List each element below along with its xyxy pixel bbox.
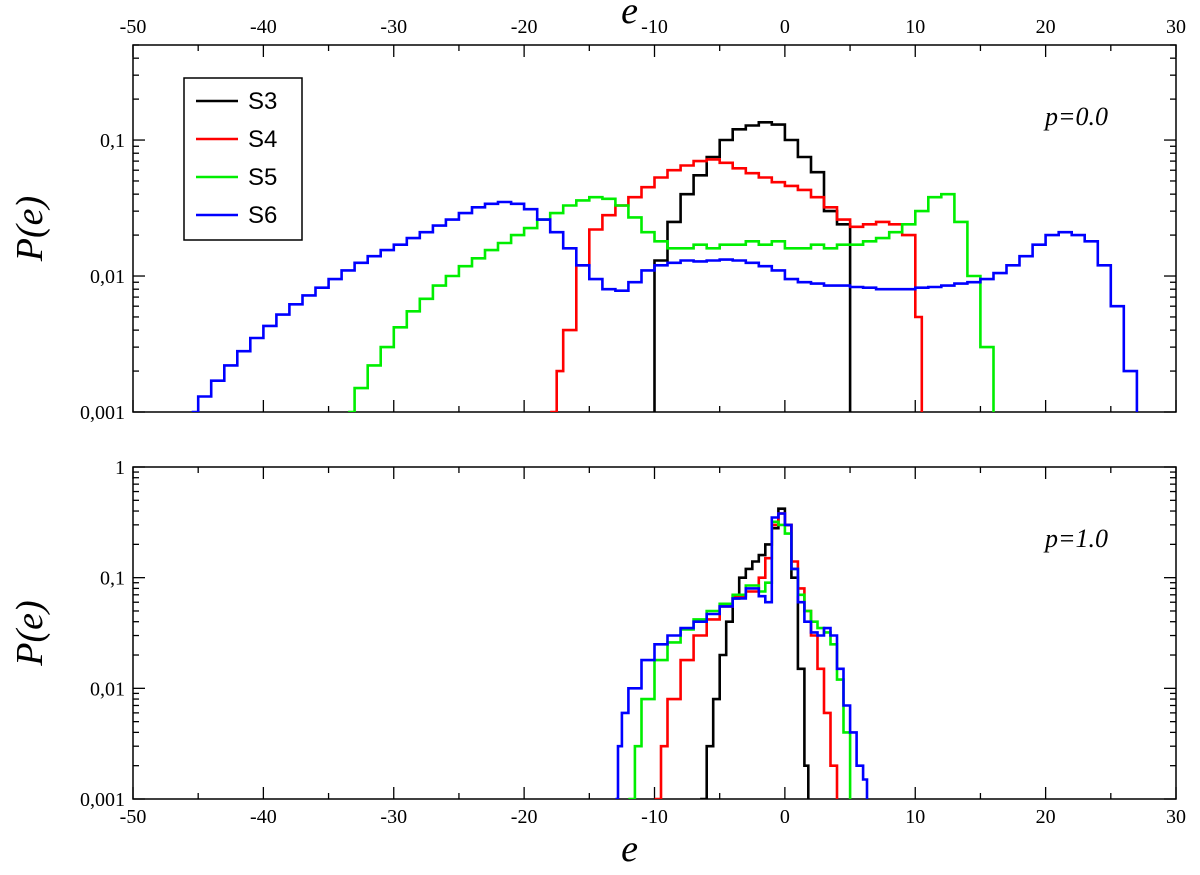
x-tick-label: 0 (780, 806, 790, 828)
x-tick-label: -50 (120, 16, 147, 38)
y-tick-label: 0,01 (90, 266, 125, 288)
x-axis-title: e (621, 828, 638, 870)
legend-label-s5: S5 (248, 164, 277, 191)
panel-annotation: p=1.0 (1043, 524, 1108, 553)
x-tick-label: 10 (905, 806, 925, 828)
y-axis-title: P(e) (9, 600, 51, 666)
x-tick-label: 20 (1036, 806, 1056, 828)
x-tick-label: 0 (780, 16, 790, 38)
x-tick-label: -30 (380, 16, 407, 38)
x-tick-label: -50 (120, 806, 147, 828)
x-tick-label: 30 (1166, 16, 1186, 38)
series-line-s3 (700, 507, 810, 799)
panel-top-p0: -50 -40 -30 -20 -10 0 10 20 30 e 0,001 0,01 0,1 P(e) p… (9, 0, 1186, 424)
legend-label-s3: S3 (248, 88, 277, 115)
series-line-s6 (191, 200, 1139, 412)
y-tick-label: 0,001 (80, 402, 125, 424)
x-tick-label: -10 (641, 16, 668, 38)
panel-bottom-p1: -50 -40 -30 -20 -10 0 10 20 30 e 0,001 0,01 0,1 1 P(e)… (9, 457, 1186, 870)
y-tick-label: 0,01 (90, 678, 125, 700)
x-tick-label: 10 (905, 16, 925, 38)
x-tick-label: -10 (641, 806, 668, 828)
legend-label-s4: S4 (248, 126, 277, 153)
plot-frame (132, 466, 1177, 800)
series-line-s5 (348, 192, 995, 412)
legend-label-s6: S6 (248, 202, 277, 229)
series-line-s4 (654, 512, 839, 799)
y-tick-label: 0,001 (80, 789, 125, 811)
y-tick-label: 1 (115, 457, 125, 479)
x-tick-label: -30 (380, 806, 407, 828)
series-line-s4 (550, 158, 924, 412)
y-tick-label: 0,1 (100, 130, 125, 152)
x-tick-label: 20 (1036, 16, 1056, 38)
x-tick-label: -20 (511, 806, 538, 828)
x-tick-label: -20 (511, 16, 538, 38)
x-tick-label: -40 (250, 806, 277, 828)
legend: S3 S4 S5 S6 (183, 77, 303, 241)
x-axis-title: e (621, 0, 638, 32)
y-axis-title: P(e) (9, 196, 51, 262)
x-tick-label: -40 (250, 16, 277, 38)
y-tick-label: 0,1 (100, 568, 125, 590)
series-line-s6 (615, 512, 869, 799)
x-tick-label: 30 (1166, 806, 1186, 828)
legend-box (183, 77, 303, 241)
panel-annotation: p=0.0 (1043, 102, 1108, 131)
